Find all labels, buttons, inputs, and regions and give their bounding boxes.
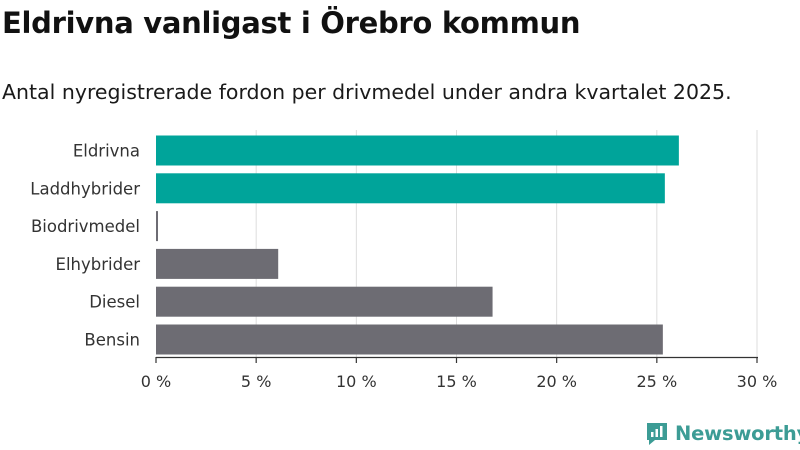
x-tick-label: 30 % <box>737 372 778 391</box>
category-label: Laddhybrider <box>30 179 140 198</box>
newsworthy-logo-icon <box>647 423 667 445</box>
category-label: Eldrivna <box>73 142 140 161</box>
x-tick-label: 10 % <box>336 372 377 391</box>
chart-title: Eldrivna vanligast i Örebro kommun <box>2 6 581 40</box>
newsworthy-brand: Newsworthy <box>645 420 800 446</box>
category-label: Biodrivmedel <box>31 217 140 236</box>
bar <box>156 286 493 317</box>
bar <box>156 135 679 166</box>
x-tick-label: 0 % <box>141 372 171 391</box>
category-label: Elhybrider <box>56 255 141 274</box>
brand-name: Newsworthy <box>675 421 800 445</box>
x-tick-label: 5 % <box>241 372 271 391</box>
bar <box>156 173 665 204</box>
bar <box>156 211 159 242</box>
bar <box>156 248 279 279</box>
category-label: Diesel <box>89 293 140 312</box>
x-tick-label: 20 % <box>536 372 577 391</box>
x-tick-label: 25 % <box>637 372 678 391</box>
chart-subtitle: Antal nyregistrerade fordon per drivmede… <box>2 80 732 104</box>
category-label: Bensin <box>84 331 140 350</box>
bar <box>156 324 663 355</box>
x-tick-label: 15 % <box>436 372 477 391</box>
